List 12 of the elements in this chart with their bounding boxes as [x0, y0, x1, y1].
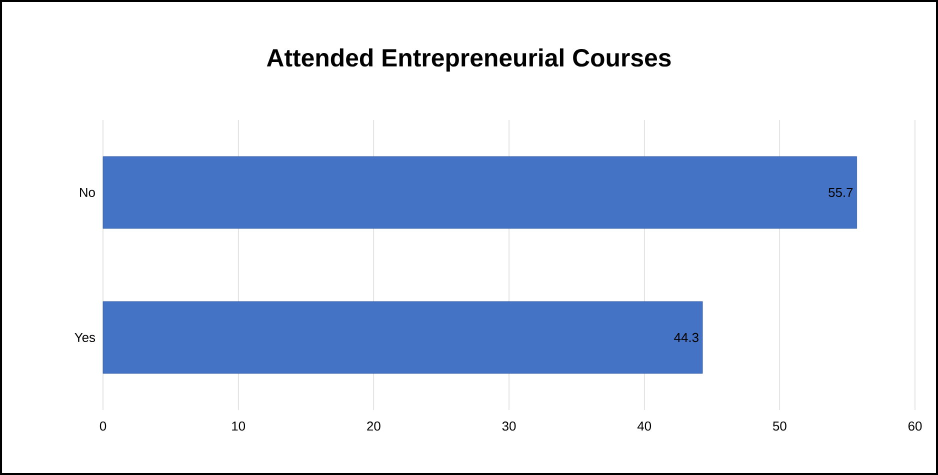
x-tick-label: 50: [772, 422, 786, 431]
y-tick-label: Yes: [74, 332, 96, 342]
y-tick-label: No: [80, 188, 95, 198]
x-tick-label: 30: [502, 422, 516, 431]
x-tick-label: 0: [100, 422, 106, 431]
x-tick-label: 40: [637, 422, 652, 431]
data-label: 55.7: [828, 188, 853, 198]
chart-title: Attended Entrepreneurial Courses: [266, 48, 671, 72]
x-tick-label: 10: [232, 422, 246, 431]
x-tick-label: 60: [908, 422, 922, 431]
data-label: 44.3: [674, 332, 698, 342]
x-tick-label: 20: [367, 422, 380, 431]
